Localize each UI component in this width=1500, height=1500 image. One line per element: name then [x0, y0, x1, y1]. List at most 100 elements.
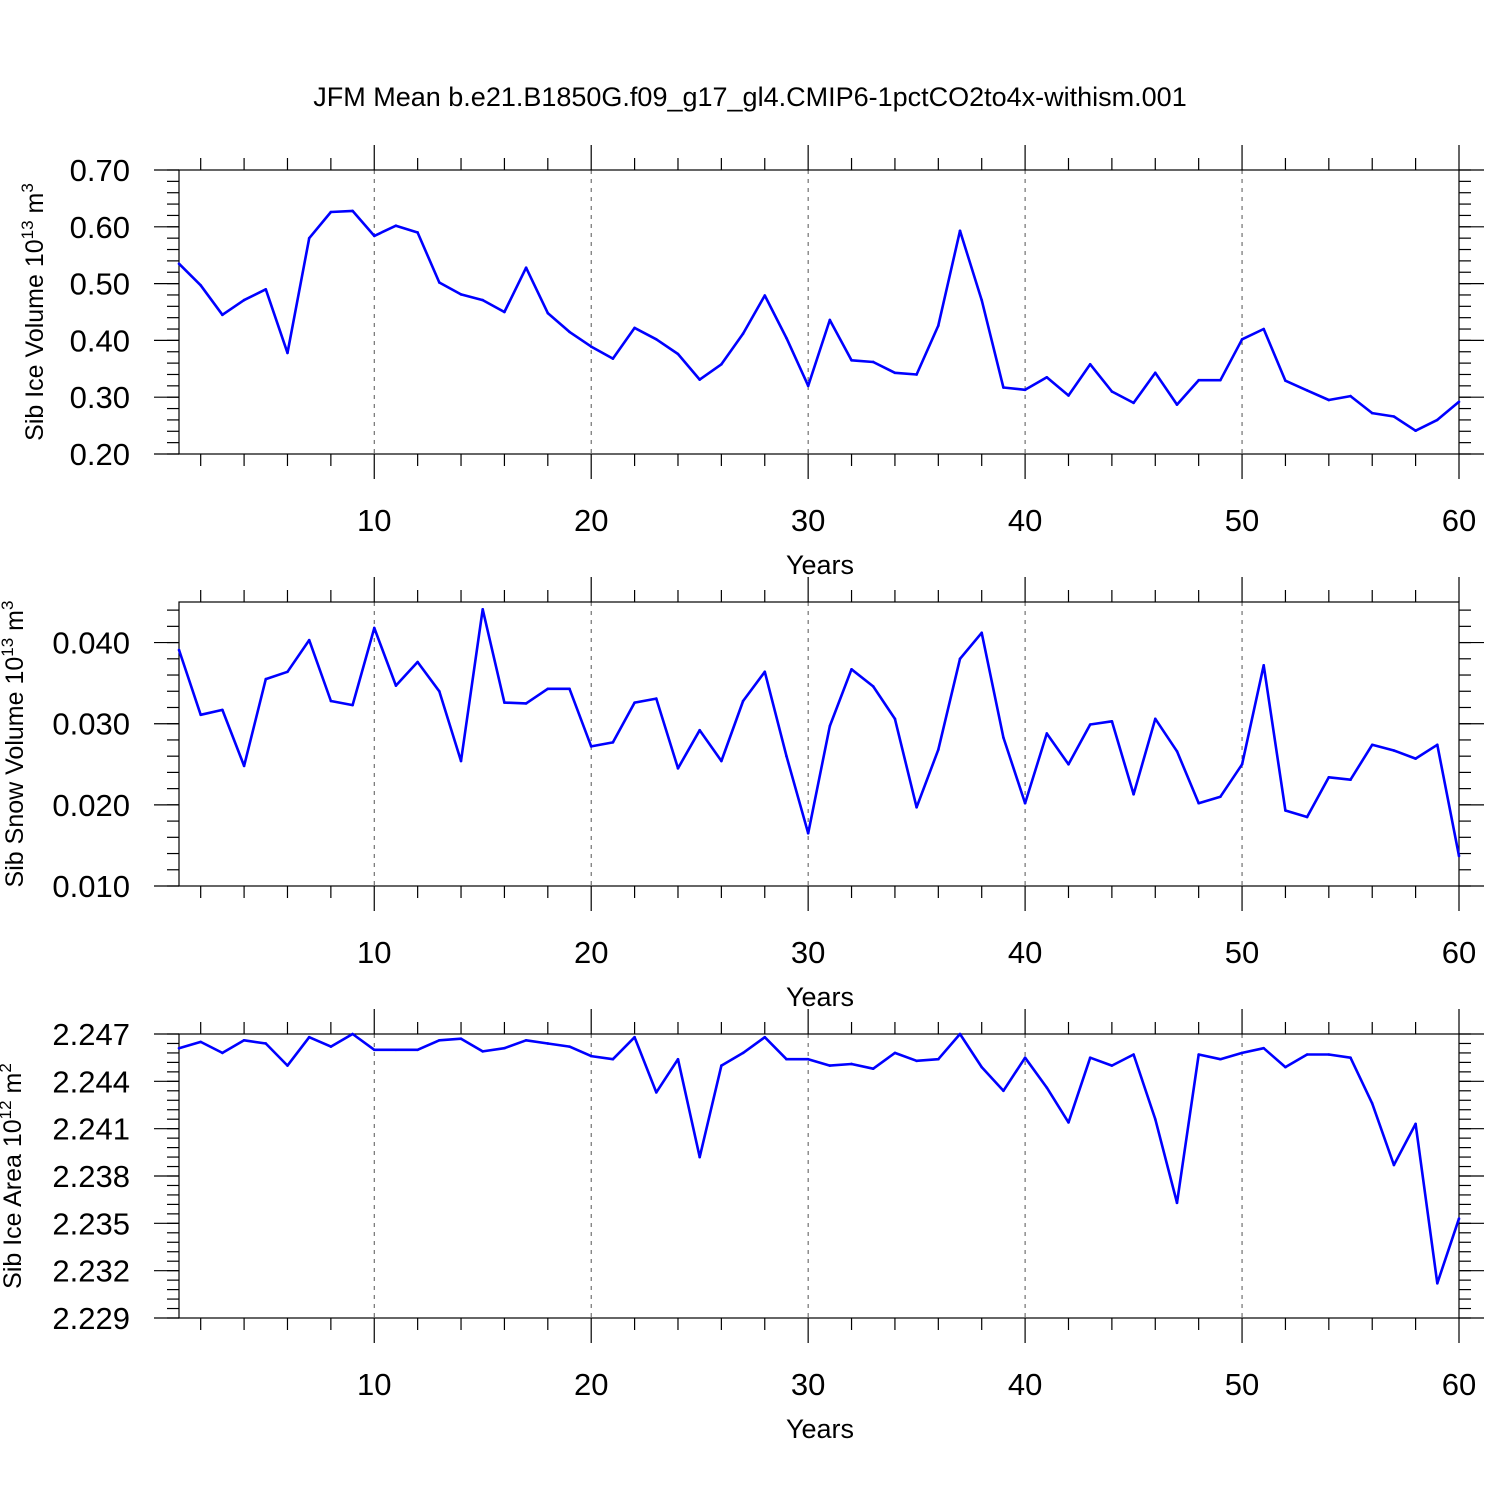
data-point — [1370, 1102, 1374, 1105]
plot-frame — [178, 601, 1460, 887]
y-tick-label: 2.247 — [52, 1017, 130, 1052]
data-point — [633, 1035, 636, 1039]
data-point — [1284, 809, 1287, 812]
data-point — [416, 660, 419, 664]
data-point — [676, 767, 680, 770]
data-point — [177, 262, 181, 266]
y-tick-label: 2.232 — [52, 1254, 130, 1289]
data-point — [785, 754, 788, 758]
data-point — [199, 713, 202, 717]
data-point — [1175, 750, 1179, 753]
data-point — [611, 1057, 615, 1061]
data-point — [1132, 1053, 1135, 1056]
data-point — [438, 689, 441, 693]
y-tick-label: 2.235 — [52, 1206, 130, 1241]
data-point — [763, 1035, 767, 1039]
y-tick-label: 0.50 — [70, 267, 130, 302]
data-point — [1349, 778, 1352, 782]
data-point — [242, 764, 246, 768]
data-point — [893, 371, 897, 375]
data-point — [1153, 717, 1157, 721]
x-tick-label: 50 — [1225, 935, 1259, 970]
data-point — [828, 1064, 832, 1067]
data-point — [850, 1062, 853, 1066]
x-tick-label: 60 — [1442, 935, 1476, 970]
data-point — [937, 1057, 940, 1061]
data-point — [481, 1050, 485, 1053]
data-point — [741, 1051, 745, 1055]
data-point — [546, 1042, 550, 1045]
data-point — [351, 209, 354, 213]
y-tick-label: 0.010 — [52, 869, 130, 904]
data-point — [524, 266, 528, 269]
data-point — [1002, 736, 1005, 739]
data-point — [503, 310, 506, 314]
data-point — [893, 717, 897, 721]
data-point — [785, 1057, 788, 1061]
data-point — [654, 697, 658, 700]
data-point — [329, 210, 333, 214]
data-point — [1067, 394, 1070, 397]
data-point — [1327, 1053, 1331, 1056]
data-point — [394, 224, 398, 227]
data-point — [980, 298, 984, 302]
x-tick-label: 20 — [574, 935, 608, 970]
data-point — [1067, 1121, 1070, 1124]
data-point — [307, 638, 311, 642]
data-point — [329, 699, 333, 703]
data-point — [937, 748, 940, 751]
data-point — [741, 699, 745, 703]
y-axis-label-mid: m — [0, 1073, 27, 1101]
data-point — [416, 1048, 419, 1052]
data-point — [1349, 1056, 1352, 1059]
x-tick-label: 50 — [1225, 1367, 1259, 1402]
data-point — [611, 357, 615, 360]
chart-panel-3: 10 20 30 40 50 60 2.229 2.232 2.235 2.238 2.241 2.2… — [0, 1009, 1484, 1444]
data-point — [199, 284, 202, 287]
data-point — [958, 657, 962, 661]
x-tick-label: 60 — [1442, 1367, 1476, 1402]
data-point — [828, 318, 832, 322]
data-point — [893, 1051, 897, 1055]
data-point — [351, 1032, 354, 1036]
y-tick-label: 2.238 — [52, 1159, 130, 1194]
data-point — [1023, 388, 1027, 392]
data-point — [633, 326, 636, 330]
data-point — [1414, 757, 1417, 760]
data-point — [1436, 743, 1439, 747]
data-point — [1153, 371, 1157, 375]
data-point — [1305, 1053, 1309, 1056]
data-point — [763, 294, 767, 297]
x-axis-label: Years — [786, 1414, 854, 1444]
x-tick-label: 30 — [791, 935, 825, 970]
data-point — [1088, 723, 1092, 726]
figure-title: JFM Mean b.e21.B1850G.f09_g17_gl4.CMIP6-… — [313, 82, 1186, 112]
y-tick-label: 0.60 — [70, 210, 130, 245]
data-point — [1414, 429, 1417, 433]
data-point — [221, 313, 224, 317]
data-point — [1045, 1086, 1049, 1089]
data-point — [568, 687, 571, 691]
data-point — [1067, 762, 1070, 766]
y-axis-label: Sib Ice Volume 1013 m3 — [18, 183, 49, 441]
data-point — [871, 685, 875, 688]
data-point — [1327, 775, 1331, 779]
data-point — [546, 311, 550, 315]
x-tick-label: 20 — [574, 503, 608, 538]
y-axis-label-sup2: 3 — [0, 601, 17, 610]
data-point — [698, 728, 701, 732]
y-axis-label-mid: m — [1, 610, 29, 638]
data-point — [546, 687, 550, 691]
data-point — [980, 631, 984, 635]
data-point — [1219, 1057, 1222, 1061]
data-point — [1370, 411, 1374, 415]
x-tick-label: 10 — [357, 1367, 391, 1402]
data-point — [1436, 418, 1439, 422]
data-point — [958, 1032, 962, 1036]
y-axis-label-sup2: 2 — [0, 1063, 15, 1072]
y-tick-label: 2.229 — [52, 1301, 130, 1336]
x-tick-label: 40 — [1008, 935, 1042, 970]
y-tick-label: 2.241 — [52, 1112, 130, 1147]
data-point — [1175, 403, 1179, 406]
